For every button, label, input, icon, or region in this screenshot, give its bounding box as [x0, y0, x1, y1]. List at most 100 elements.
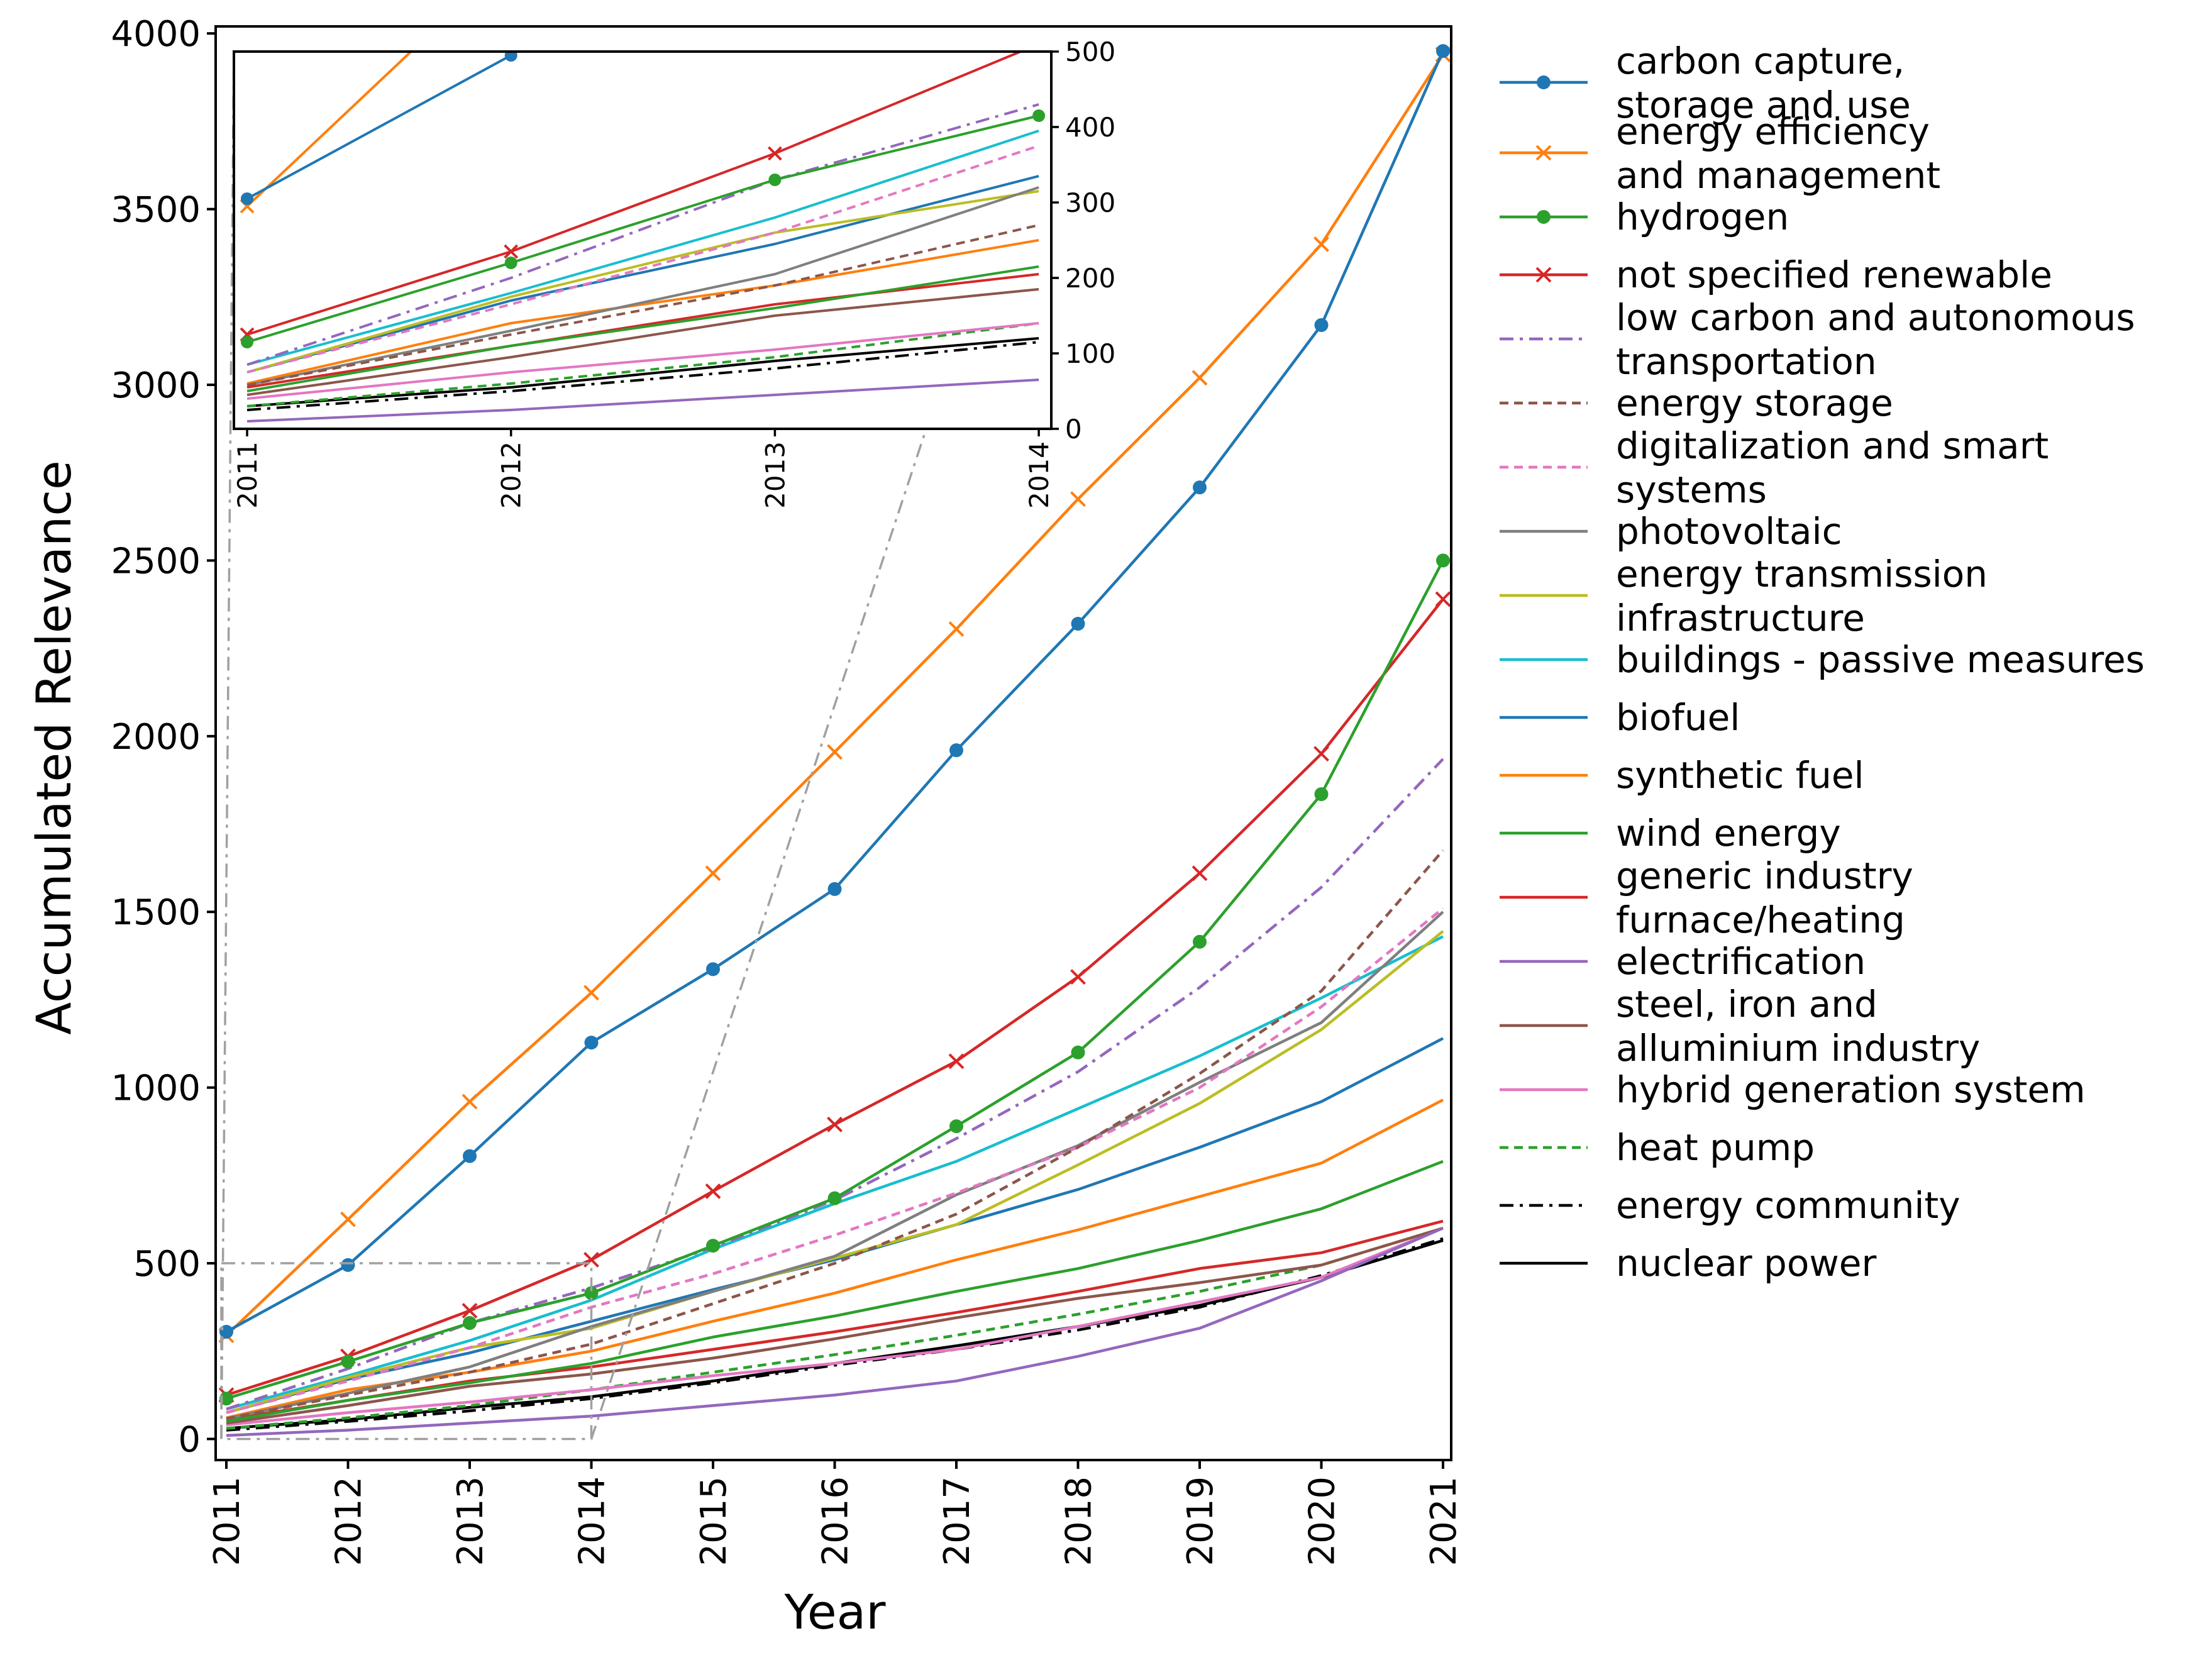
inset-lines: [240, 52, 1046, 423]
x-marker-stroke: [462, 1093, 478, 1110]
y-tick-label-2500: 2500: [111, 541, 201, 582]
main-point-hydrogen-2014: [584, 1286, 599, 1300]
inset-line-digitalization-and-smart-systems: [246, 145, 1039, 374]
inset-point-not-specified-renewable-2013: [767, 146, 782, 161]
y-tick-label-3000: 3000: [111, 365, 201, 406]
inset-point-hydrogen-2012: [504, 257, 517, 269]
legend-label-hybrid-generation-system: hybrid generation system: [1616, 1068, 2086, 1111]
x-tick-label-2011: 2011: [207, 1476, 248, 1566]
main-point-energy-efficiency-and-management-2014: [583, 985, 599, 1001]
x-marker-stroke: [504, 244, 519, 259]
main-point-energy-efficiency-and-management-2012: [340, 1211, 356, 1227]
main-point-hydrogen-2017: [949, 1119, 963, 1134]
x-tick-label-2012: 2012: [329, 1476, 370, 1566]
x-tick-label-2015: 2015: [694, 1476, 734, 1566]
legend-entry-synthetic-fuel: synthetic fuel: [1500, 754, 1864, 797]
y-axis-label: Accumulated Relevance: [26, 460, 82, 1035]
x-tick-label-2021: 2021: [1424, 1476, 1464, 1566]
x-marker-stroke: [1435, 591, 1451, 607]
legend-label-energy-transmission-infrastructure: energy transmission: [1616, 553, 1988, 595]
inset-y-tick-label-400: 400: [1065, 112, 1115, 143]
y-tick-label-2000: 2000: [111, 717, 201, 758]
inset-line-energy-efficiency-and-management: [246, 52, 413, 208]
x-marker-stroke: [1070, 969, 1086, 985]
x-tick-label-2019: 2019: [1180, 1476, 1221, 1566]
inset-y-tick-label-500: 500: [1065, 36, 1115, 67]
legend-label-carbon-capture-storage-and-use: carbon capture,: [1616, 40, 1905, 82]
main-point-hydrogen-2019: [1193, 934, 1207, 949]
y-tick-label-1000: 1000: [111, 1068, 201, 1109]
inset-line-hydrogen: [246, 114, 1039, 343]
main-plot-lines: [218, 44, 1451, 1437]
legend-entry-hydrogen: hydrogen: [1500, 196, 1789, 238]
x-marker-stroke: [1535, 145, 1552, 161]
x-marker-stroke: [1535, 267, 1552, 283]
inset-background: [234, 52, 1051, 429]
x-marker-stroke: [948, 1053, 965, 1070]
main-line-hybrid-generation-system: [226, 1227, 1444, 1427]
legend-label-energy-community: energy community: [1616, 1184, 1960, 1227]
main-point-not-specified-renewable-2015: [705, 1183, 721, 1199]
main-point-hydrogen-2021: [1436, 553, 1450, 568]
legend-entry-hybrid-generation-system: hybrid generation system: [1500, 1068, 2086, 1111]
main-point-energy-efficiency-and-management-2015: [705, 865, 721, 882]
inset-line-buildings-passive-measures: [246, 130, 1039, 366]
inset-line-photovoltaic: [246, 186, 1039, 387]
main-line-heat-pump: [226, 1227, 1444, 1430]
x-marker-stroke: [1313, 746, 1329, 762]
x-marker-stroke: [462, 1303, 478, 1319]
x-tick-label-2017: 2017: [937, 1476, 978, 1566]
inset-point-carbon-capture-storage-and-use-2012: [504, 52, 517, 62]
inset-point-hydrogen-2014: [1032, 109, 1046, 122]
legend-label-heat-pump: heat pump: [1616, 1126, 1815, 1169]
main-point-energy-efficiency-and-management-2016: [827, 744, 843, 760]
main-point-carbon-capture-storage-and-use-2015: [706, 962, 720, 977]
main-point-carbon-capture-storage-and-use-2017: [949, 743, 963, 758]
x-tick-label-2016: 2016: [816, 1476, 856, 1566]
inset-line-steel-iron-and-alluminium-industry: [246, 288, 1039, 396]
main-point-not-specified-renewable-2018: [1070, 969, 1086, 985]
main-line-synthetic-fuel: [226, 1098, 1444, 1420]
inset-line-wind-energy: [246, 265, 1039, 392]
x-tick-label-2020: 2020: [1302, 1476, 1343, 1566]
main-point-hydrogen-2012: [341, 1354, 355, 1369]
inset-line-energy-storage: [246, 224, 1039, 387]
legend-marker-not-specified-renewable: [1535, 267, 1552, 283]
x-marker-stroke: [948, 621, 965, 637]
inset-line-synthetic-fuel: [246, 239, 1039, 385]
main-line-electrification: [226, 1227, 1444, 1437]
x-tick-label-2013: 2013: [450, 1476, 491, 1566]
main-point-carbon-capture-storage-and-use-2016: [827, 882, 842, 896]
inset-line-low-carbon-and-autonomous-transportation: [246, 103, 1039, 366]
legend-entry-wind-energy: wind energy: [1500, 812, 1841, 855]
x-tick-label-2018: 2018: [1059, 1476, 1100, 1566]
main-point-hydrogen-2020: [1314, 787, 1329, 802]
x-marker-stroke: [705, 1183, 721, 1199]
inset-x-tick-label-2014: 2014: [1024, 441, 1054, 509]
legend-label-wind-energy: wind energy: [1616, 812, 1841, 855]
inset-x-tick-label-2013: 2013: [760, 441, 790, 509]
legend-label-energy-transmission-infrastructure: infrastructure: [1616, 597, 1865, 639]
x-marker-stroke: [827, 744, 843, 760]
main-point-hydrogen-2015: [706, 1239, 720, 1253]
main-point-not-specified-renewable-2019: [1192, 865, 1208, 882]
main-point-not-specified-renewable-2016: [827, 1116, 843, 1132]
inset-frame: [233, 50, 1053, 430]
y-tick-label-0: 0: [178, 1419, 201, 1460]
legend-entry-carbon-capture-storage-and-use: carbon capture,storage and use: [1500, 40, 1911, 126]
main-point-not-specified-renewable-2021: [1435, 591, 1451, 607]
legend-label-nuclear-power: nuclear power: [1616, 1242, 1876, 1285]
inset-line-biofuel: [246, 175, 1039, 374]
main-line-energy-community: [226, 1237, 1444, 1432]
legend-entry-buildings-passive-measures: buildings - passive measures: [1500, 638, 2145, 681]
main-point-carbon-capture-storage-and-use-2018: [1071, 617, 1085, 631]
inset-y-tick-label-300: 300: [1065, 187, 1115, 218]
main-point-energy-efficiency-and-management-2020: [1313, 236, 1329, 252]
x-marker-stroke: [1192, 370, 1208, 386]
